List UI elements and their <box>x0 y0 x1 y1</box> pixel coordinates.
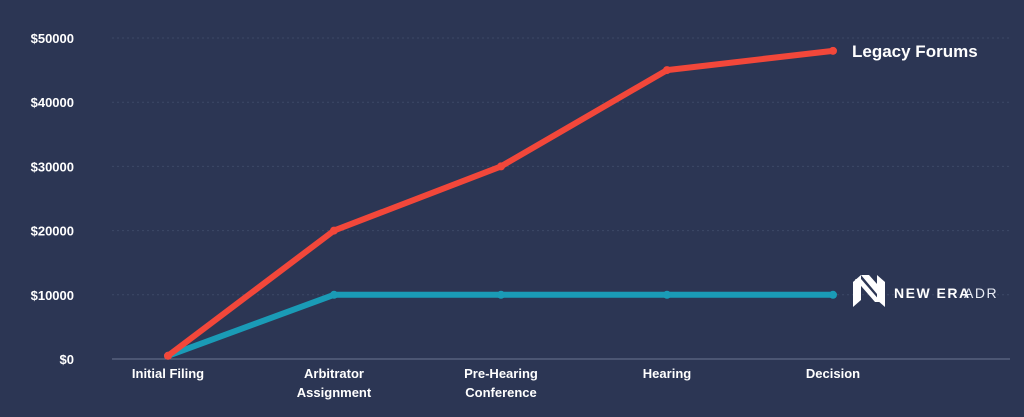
y-tick-label: $20000 <box>31 224 74 239</box>
series-lines <box>164 46 837 360</box>
data-point <box>663 290 671 299</box>
data-point <box>330 290 338 299</box>
x-category-label: Decision <box>806 366 860 381</box>
new-era-adr-logo: NEW ERA ADR <box>853 275 998 307</box>
legacy-forums-line <box>165 47 836 359</box>
data-point <box>164 351 172 360</box>
x-category-label: Initial Filing <box>132 366 204 381</box>
grid-lines <box>112 37 1010 360</box>
x-category-label: Hearing <box>643 366 691 381</box>
new-era-adr-line <box>165 291 836 359</box>
brand-name-bold: NEW ERA <box>894 285 971 301</box>
y-axis-ticks: $0 $10000 $20000 $30000 $40000 $50000 <box>31 31 74 367</box>
x-axis-categories: Initial Filing Arbitrator Assignment Pre-He… <box>132 366 860 400</box>
brand-name-light: ADR <box>964 285 998 301</box>
y-tick-label: $10000 <box>31 288 74 303</box>
x-category-label: Pre-Hearing Conference <box>464 366 538 400</box>
data-point <box>829 46 837 55</box>
y-tick-label: $30000 <box>31 159 74 174</box>
new-era-n-logo-icon <box>853 275 885 307</box>
data-point <box>829 290 837 299</box>
data-point <box>663 66 671 75</box>
y-tick-label: $40000 <box>31 95 74 110</box>
y-tick-label: $0 <box>60 352 74 367</box>
y-tick-label: $50000 <box>31 31 74 46</box>
data-point <box>497 162 505 171</box>
x-category-label: Arbitrator Assignment <box>297 366 372 400</box>
data-point <box>497 290 505 299</box>
data-point <box>330 226 338 235</box>
legacy-forums-series-label: Legacy Forums <box>852 42 978 61</box>
